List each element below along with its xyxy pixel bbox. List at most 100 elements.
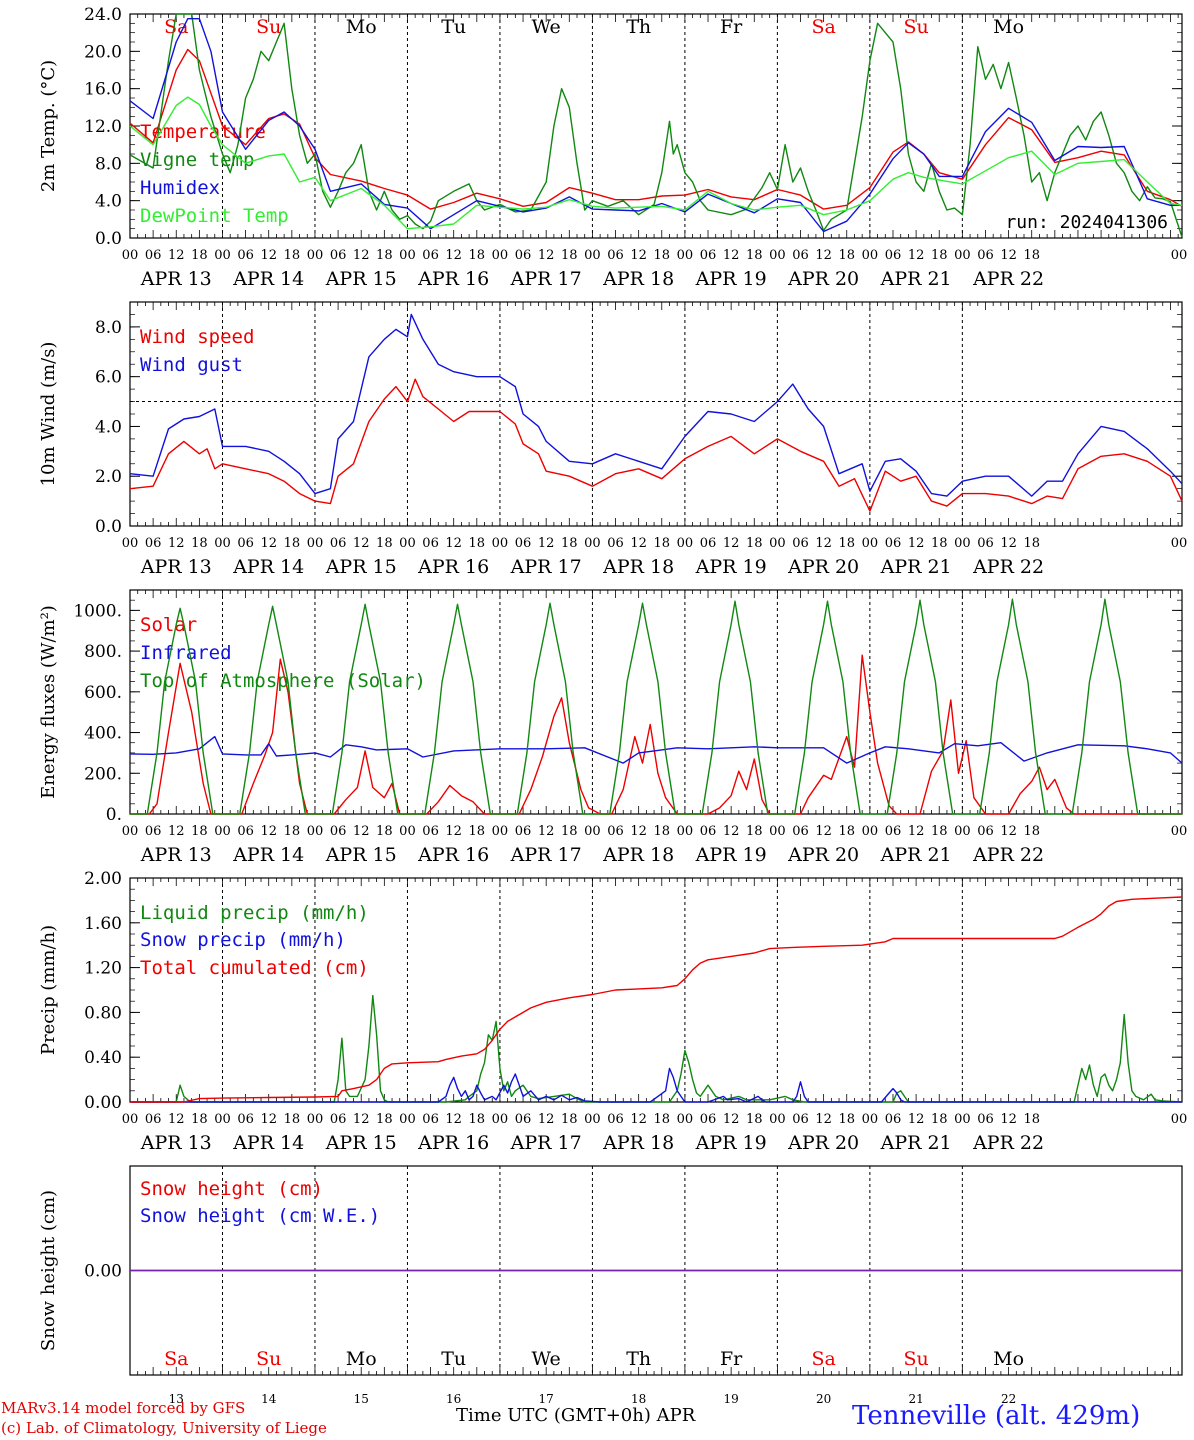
x-hour-label: 12: [538, 824, 555, 839]
panel-2: 0.0 2.0 4.0 6.0 8.0 10m Wind (m/s) 00 06 12 18 APR…: [38, 301, 1188, 578]
x-hour-label: 18: [191, 248, 208, 263]
x-day-label: APR 17: [510, 844, 582, 866]
x-hour-label: 12: [815, 248, 832, 263]
x-hour-label: 00: [677, 536, 694, 551]
legend-entry: Temperature: [140, 121, 266, 143]
x-hour-label: 00: [954, 248, 971, 263]
panel-4: 0.00 0.40 0.80 1.20 1.60 2.00 Precip (mm/h) 00 0…: [38, 869, 1187, 1154]
x-day-number: 19: [724, 1392, 739, 1406]
x-hour-label: 18: [1023, 1112, 1040, 1127]
x-hour-label: 06: [145, 1112, 162, 1127]
x-hour-label: 18: [469, 248, 486, 263]
x-hour-label: 00: [1171, 1112, 1188, 1127]
series-line: [130, 994, 1183, 1103]
x-hour-label: 12: [260, 824, 277, 839]
x-hour-label: 00: [492, 536, 509, 551]
x-hour-label: 00: [954, 1112, 971, 1127]
x-hour-label: 12: [908, 1112, 925, 1127]
x-hour-label: 12: [353, 1112, 370, 1127]
x-day-label: APR 19: [695, 556, 767, 578]
x-hour-label: 12: [445, 248, 462, 263]
x-hour-label: 06: [237, 536, 254, 551]
y-tick-label: 16.0: [84, 80, 122, 100]
x-day-label: APR 14: [232, 556, 304, 578]
x-day-label: APR 14: [232, 844, 304, 866]
x-hour-label: 12: [815, 536, 832, 551]
x-hour-label: 18: [376, 824, 393, 839]
x-hour-label: 12: [538, 536, 555, 551]
x-hour-label: 12: [168, 536, 185, 551]
x-hour-label: 06: [792, 824, 809, 839]
x-hour-label: 12: [353, 824, 370, 839]
x-hour-label: 18: [654, 248, 671, 263]
x-hour-label: 00: [307, 248, 324, 263]
x-hour-label: 00: [214, 248, 231, 263]
x-hour-label: 12: [445, 824, 462, 839]
x-hour-label: 06: [330, 536, 347, 551]
x-hour-label: 00: [492, 1112, 509, 1127]
x-hour-label: 00: [122, 248, 139, 263]
x-hour-label: 18: [931, 536, 948, 551]
x-hour-label: 18: [746, 1112, 763, 1127]
series-line: [130, 896, 1183, 1103]
legend-entry: DewPoint Temp: [140, 205, 289, 227]
x-hour-label: 06: [607, 824, 624, 839]
x-hour-label: 18: [746, 536, 763, 551]
weekday-label: Su: [903, 1348, 928, 1370]
y-tick-label: 200.: [84, 764, 122, 784]
x-hour-label: 00: [214, 1112, 231, 1127]
x-hour-label: 00: [862, 1112, 879, 1127]
legend-entry: Snow height (cm): [140, 1178, 323, 1200]
y-tick-label: 0.00: [84, 1093, 122, 1113]
x-hour-label: 18: [838, 248, 855, 263]
x-hour-label: 06: [700, 824, 717, 839]
x-day-label: APR 18: [602, 556, 674, 578]
x-hour-label: 18: [469, 536, 486, 551]
x-day-label: APR 15: [325, 1132, 397, 1154]
x-hour-label: 12: [260, 536, 277, 551]
x-hour-label: 18: [746, 824, 763, 839]
weekday-label: Su: [256, 16, 281, 38]
x-hour-label: 00: [584, 536, 601, 551]
x-day-label: APR 21: [880, 844, 952, 866]
x-hour-label: 06: [977, 824, 994, 839]
model-credit: MARv3.14 model forced by GFS: [1, 1399, 246, 1417]
x-hour-label: 00: [1171, 536, 1188, 551]
x-hour-label: 12: [723, 1112, 740, 1127]
x-hour-label: 00: [862, 248, 879, 263]
x-hour-label: 06: [145, 824, 162, 839]
x-hour-label: 12: [260, 248, 277, 263]
x-hour-label: 18: [838, 1112, 855, 1127]
weekday-label: Tu: [441, 1348, 466, 1370]
x-hour-label: 18: [561, 824, 578, 839]
x-hour-label: 12: [353, 248, 370, 263]
x-hour-label: 06: [885, 536, 902, 551]
series-line: [129, 48, 1183, 210]
x-hour-label: 12: [260, 1112, 277, 1127]
x-day-label: APR 18: [602, 844, 674, 866]
x-day-label: APR 21: [880, 1132, 952, 1154]
x-day-label: APR 19: [695, 844, 767, 866]
legend-entry: Snow height (cm W.E.): [140, 1205, 380, 1227]
x-day-label: APR 20: [787, 268, 859, 290]
location-label: Tenneville (alt. 429m): [852, 1401, 1141, 1431]
x-hour-label: 18: [469, 824, 486, 839]
x-hour-label: 00: [307, 824, 324, 839]
weekday-label: Mo: [346, 1348, 377, 1370]
x-hour-label: 06: [145, 536, 162, 551]
x-hour-label: 18: [1023, 248, 1040, 263]
x-hour-label: 00: [399, 1112, 416, 1127]
x-hour-label: 06: [330, 248, 347, 263]
series-line: [129, 96, 1183, 230]
y-tick-label: 0.0: [95, 517, 122, 537]
legend-entry: Total cumulated (cm): [140, 957, 369, 979]
x-day-label: APR 19: [695, 1132, 767, 1154]
x-hour-label: 18: [376, 248, 393, 263]
y-tick-label: 0.00: [84, 1262, 122, 1282]
x-hour-label: 12: [723, 824, 740, 839]
x-day-label: APR 15: [325, 844, 397, 866]
x-day-number: 16: [446, 1392, 461, 1406]
x-hour-label: 12: [630, 536, 647, 551]
x-hour-label: 00: [492, 248, 509, 263]
x-hour-label: 18: [1023, 536, 1040, 551]
